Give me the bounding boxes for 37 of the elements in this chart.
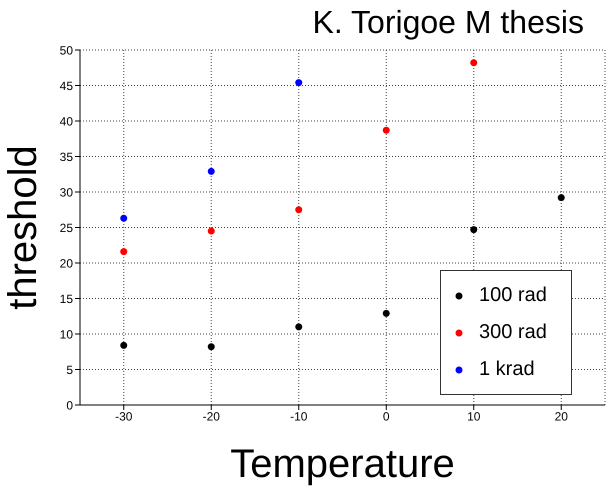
y-tick-label: 35 xyxy=(60,150,74,164)
point xyxy=(208,343,215,350)
point xyxy=(470,59,478,66)
y-tick-label: 10 xyxy=(60,327,74,342)
y-tick-label: 30 xyxy=(60,185,74,200)
y-tick-label: 5 xyxy=(66,362,74,377)
x-tick-label: -30 xyxy=(115,410,133,424)
x-tick-label: -20 xyxy=(202,410,220,424)
point xyxy=(382,310,390,317)
x-tick-label: -10 xyxy=(290,410,308,424)
y-tick-label: 25 xyxy=(60,220,74,235)
point xyxy=(120,214,128,222)
y-tick-label: 45 xyxy=(60,78,74,93)
point xyxy=(295,79,302,86)
legend-label: 300 rad xyxy=(479,321,547,344)
y-tick-label: 40 xyxy=(60,114,74,128)
y-tick-label: 50 xyxy=(60,43,74,58)
point xyxy=(470,226,478,234)
point xyxy=(120,342,128,349)
y-tick-label: 15 xyxy=(60,292,74,306)
x-tick-label: 10 xyxy=(467,410,481,424)
chart-title: K. Torigoe M thesis xyxy=(312,4,584,41)
point xyxy=(382,126,390,134)
point xyxy=(295,206,302,214)
x-tick-label: 0 xyxy=(382,410,390,424)
x-axis-title: Temperature xyxy=(230,442,455,486)
legend-label: 100 rad xyxy=(479,284,547,307)
y-axis-title: threshold xyxy=(1,145,46,310)
point xyxy=(120,248,128,256)
legend-label: 1 krad xyxy=(479,358,535,381)
point xyxy=(208,168,215,175)
point xyxy=(558,194,565,202)
point xyxy=(295,323,302,330)
x-tick-label: 20 xyxy=(554,410,568,424)
y-tick-label: 20 xyxy=(60,256,74,270)
y-tick-label: 0 xyxy=(66,398,74,412)
point xyxy=(208,228,215,235)
